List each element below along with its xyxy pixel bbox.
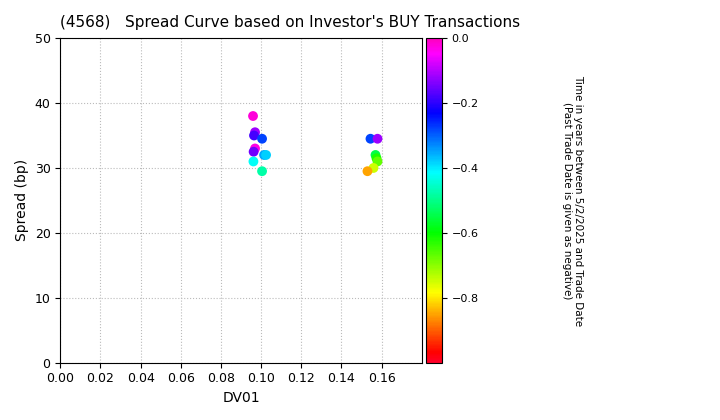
X-axis label: DV01: DV01 (222, 391, 260, 405)
Point (248, 158, 259, 165)
Point (247, 113, 258, 119)
Point (372, 135, 383, 142)
Point (248, 132, 260, 139)
Point (256, 135, 268, 142)
Point (261, 152, 272, 158)
Point (368, 165, 379, 171)
Y-axis label: Spread (bp): Spread (bp) (15, 159, 29, 242)
Point (372, 158, 383, 165)
Point (258, 152, 270, 158)
Point (249, 129, 261, 136)
Point (370, 152, 382, 158)
Point (256, 168, 268, 175)
Y-axis label: Time in years between 5/2/2025 and Trade Date
(Past Trade Date is given as negat: Time in years between 5/2/2025 and Trade… (562, 75, 583, 326)
Point (365, 135, 377, 142)
Point (249, 145, 261, 152)
Point (361, 168, 373, 175)
Point (371, 155, 382, 162)
Text: (4568)   Spread Curve based on Investor's BUY Transactions: (4568) Spread Curve based on Investor's … (60, 15, 521, 30)
Point (248, 148, 259, 155)
